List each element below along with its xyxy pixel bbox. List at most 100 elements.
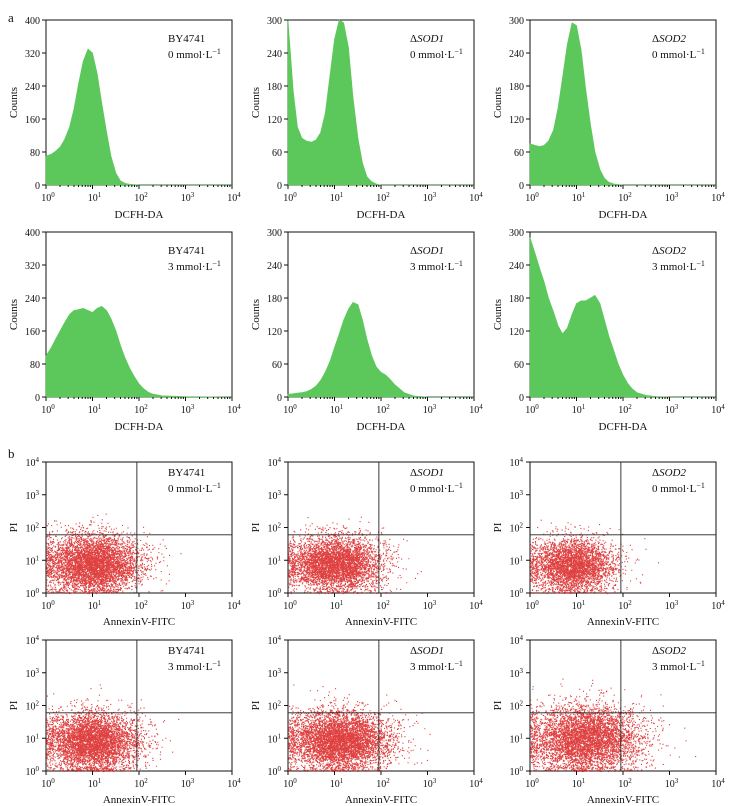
x-tick-label: 100	[283, 777, 297, 790]
x-tick-label: 103	[181, 777, 195, 790]
y-tick-label: 102	[510, 700, 524, 713]
y-tick-label: 100	[26, 587, 40, 600]
tick-base: 10	[510, 458, 520, 469]
tick-base: 10	[88, 779, 98, 790]
tick-base: 10	[268, 524, 278, 535]
tick-base: 10	[525, 405, 535, 416]
strain-name: BY4741	[168, 33, 205, 45]
tick-exponent: 4	[36, 456, 40, 464]
x-tick-label: 102	[376, 191, 390, 204]
tick-base: 10	[510, 491, 520, 502]
tick-base: 10	[26, 734, 36, 745]
strain-prefix: Δ	[652, 33, 659, 45]
x-tick-label: 103	[423, 599, 437, 612]
y-tick-label: 120	[509, 327, 524, 338]
tick-exponent: 4	[721, 777, 725, 785]
tick-base: 10	[41, 193, 51, 204]
tick-exponent: 2	[144, 599, 148, 607]
strain-prefix: Δ	[410, 245, 417, 257]
tick-base: 10	[181, 779, 191, 790]
x-tick-label: 100	[525, 191, 539, 204]
x-tick-label: 103	[181, 403, 195, 416]
tick-base: 10	[88, 193, 98, 204]
x-axis-label: AnnexinV-FITC	[103, 794, 175, 806]
tick-exponent: 2	[386, 191, 390, 199]
y-tick-label: 300	[509, 16, 524, 27]
tick-exponent: 2	[36, 522, 40, 530]
strain-label-s1: ΔSOD1	[410, 467, 444, 479]
y-tick-label: 240	[267, 49, 282, 60]
x-axis-label: AnnexinV-FITC	[587, 794, 659, 806]
tick-exponent: 1	[582, 599, 586, 607]
tick-exponent: 3	[433, 777, 437, 785]
tick-base: 10	[330, 601, 340, 612]
y-axis-label: PI	[492, 522, 504, 532]
y-tick-label: 160	[25, 115, 40, 126]
y-tick-label: 120	[509, 115, 524, 126]
tick-base: 10	[376, 405, 386, 416]
y-tick-label: 0	[519, 181, 524, 192]
y-axis-label: Counts	[492, 299, 504, 330]
strain-label-s2: ΔSOD2	[652, 467, 686, 479]
y-axis-label: Counts	[492, 87, 504, 118]
tick-exponent: 3	[191, 599, 195, 607]
tick-base: 10	[268, 702, 278, 713]
tick-base: 10	[134, 601, 144, 612]
condition-conc: 0 mmol·L	[410, 49, 455, 61]
tick-base: 10	[268, 589, 278, 600]
tick-exponent: 2	[386, 403, 390, 411]
y-tick-label: 180	[509, 82, 524, 93]
x-tick-label: 101	[330, 599, 344, 612]
y-tick-label: 104	[26, 634, 40, 647]
tick-base: 10	[665, 779, 675, 790]
x-tick-label: 100	[525, 777, 539, 790]
x-axis-label: DCFH-DA	[115, 421, 164, 433]
scatter-points	[530, 519, 660, 595]
tick-base: 10	[423, 779, 433, 790]
strain-label-s4: ΔSOD1	[410, 645, 444, 657]
x-tick-label: 103	[181, 191, 195, 204]
tick-base: 10	[510, 556, 520, 567]
tick-base: 10	[26, 589, 36, 600]
tick-base: 10	[376, 601, 386, 612]
tick-base: 10	[330, 193, 340, 204]
tick-base: 10	[88, 405, 98, 416]
scatter-chart: 100 101 102 103 104100101102103104AnnexinV-F…	[8, 634, 241, 806]
tick-exponent: 3	[675, 777, 679, 785]
y-tick-label: 103	[510, 667, 524, 680]
condition-conc: 3 mmol·L	[410, 661, 455, 673]
strain-name: BY4741	[168, 245, 205, 257]
tick-exponent: 0	[535, 777, 539, 785]
tick-base: 10	[26, 458, 36, 469]
x-tick-label: 102	[376, 777, 390, 790]
y-axis-label: PI	[8, 700, 20, 710]
tick-base: 10	[134, 779, 144, 790]
tick-base: 10	[510, 702, 520, 713]
strain-label-s3: BY4741	[168, 645, 205, 657]
condition-conc: 0 mmol·L	[652, 49, 697, 61]
y-tick-label: 320	[25, 49, 40, 60]
tick-base: 10	[134, 193, 144, 204]
tick-exponent: 0	[535, 403, 539, 411]
x-tick-label: 101	[88, 599, 102, 612]
tick-base: 10	[618, 601, 628, 612]
y-axis-label: PI	[492, 700, 504, 710]
y-tick-label: 0	[277, 393, 282, 404]
y-tick-label: 60	[272, 148, 282, 159]
tick-base: 10	[88, 601, 98, 612]
x-tick-label: 101	[572, 403, 586, 416]
tick-exponent: 1	[98, 403, 102, 411]
tick-base: 10	[572, 779, 582, 790]
tick-base: 10	[41, 601, 51, 612]
tick-exponent: 0	[36, 765, 40, 773]
tick-base: 10	[283, 405, 293, 416]
scatter-points	[46, 513, 182, 595]
strain-name: BY4741	[168, 467, 205, 479]
x-tick-label: 100	[41, 191, 55, 204]
tick-exponent: 2	[144, 191, 148, 199]
y-axis-label: PI	[250, 700, 262, 710]
y-tick-label: 101	[268, 554, 282, 567]
tick-exponent: 0	[520, 587, 524, 595]
x-tick-label: 100	[283, 599, 297, 612]
